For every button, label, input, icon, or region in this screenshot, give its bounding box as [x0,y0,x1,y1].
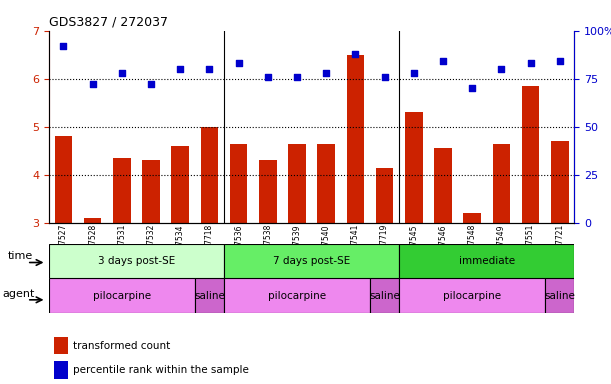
Point [88,81,98,88]
Bar [224,278,370,313]
Bar [434,148,452,223]
Bar [545,278,574,313]
Bar [370,278,399,313]
Point [234,60,244,66]
Bar [399,244,574,278]
Bar [318,144,335,223]
Bar [399,278,545,313]
Point [117,70,126,76]
Bar [224,244,399,278]
Point [175,66,185,72]
Point [351,51,360,57]
Bar [142,161,160,223]
Bar [230,144,247,223]
Text: 7 days post-SE: 7 days post-SE [273,256,350,266]
Text: time: time [7,251,32,261]
Text: GDS3827 / 272037: GDS3827 / 272037 [49,15,168,28]
Bar [55,136,72,223]
Point [555,58,565,65]
Bar [259,161,277,223]
Point [379,74,389,80]
Text: pilocarpine: pilocarpine [268,291,326,301]
Bar [200,127,218,223]
Bar [49,244,224,278]
Bar [84,218,101,223]
Bar [522,86,540,223]
Text: saline: saline [194,291,225,301]
Point [59,43,68,49]
Point [497,66,507,72]
Point [146,81,156,88]
Text: pilocarpine: pilocarpine [443,291,501,301]
Text: saline: saline [544,291,575,301]
Text: immediate: immediate [459,256,515,266]
Bar [54,337,68,354]
Point [525,60,535,66]
Text: pilocarpine: pilocarpine [93,291,151,301]
Bar [54,361,68,379]
Text: saline: saline [369,291,400,301]
Bar [346,55,364,223]
Point [409,70,419,76]
Text: transformed count: transformed count [73,341,170,351]
Bar [113,158,131,223]
Text: percentile rank within the sample: percentile rank within the sample [73,365,249,375]
Bar [49,278,195,313]
Point [292,74,302,80]
Point [467,85,477,91]
Bar [195,278,224,313]
Bar [463,213,481,223]
Bar [551,141,568,223]
Bar [172,146,189,223]
Point [438,58,448,65]
Bar [288,144,306,223]
Bar [492,144,510,223]
Point [205,66,214,72]
Point [321,70,331,76]
Point [263,74,273,80]
Text: agent: agent [2,289,35,299]
Text: 3 days post-SE: 3 days post-SE [98,256,175,266]
Bar [405,113,423,223]
Bar [376,167,393,223]
